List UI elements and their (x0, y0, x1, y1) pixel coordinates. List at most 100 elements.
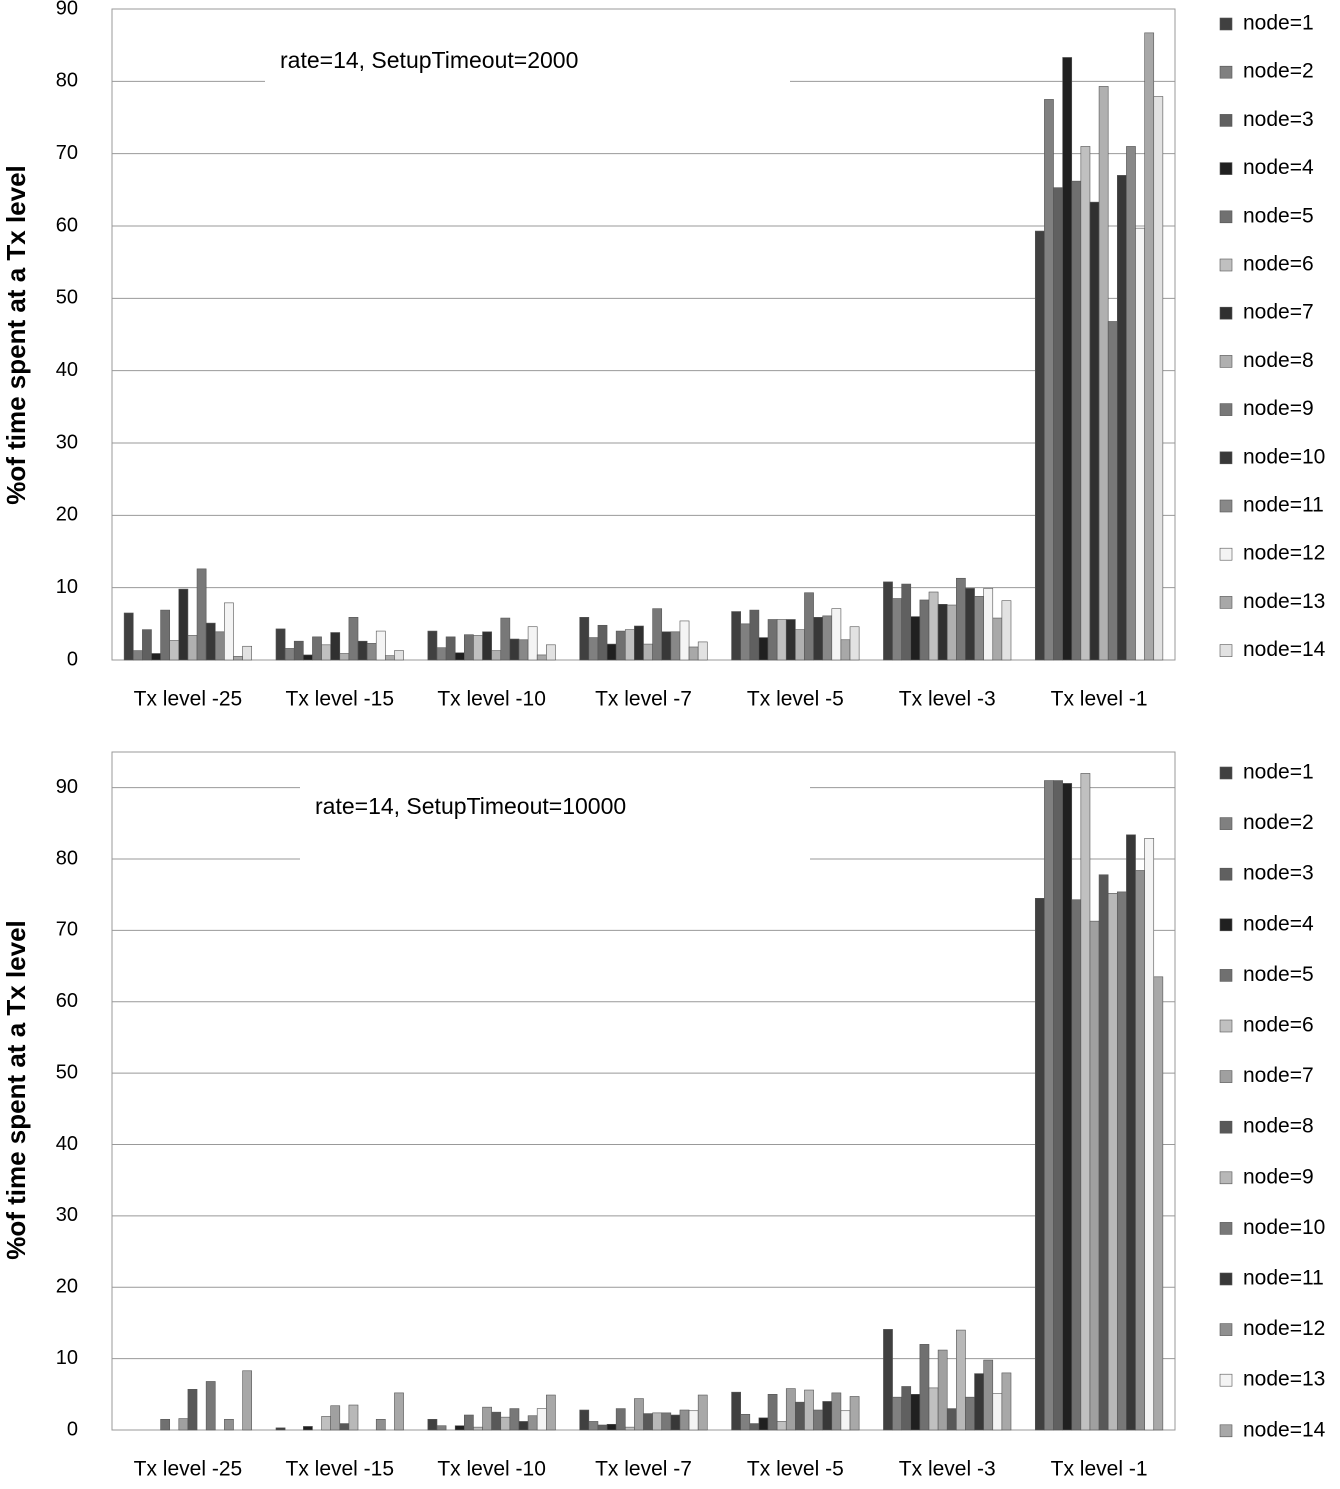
bar (731, 1391, 741, 1431)
bar (758, 637, 769, 661)
legend-swatch (1219, 451, 1233, 465)
bar (491, 1411, 502, 1431)
bar (160, 609, 171, 661)
bar (776, 619, 787, 661)
y-tick-label: 20 (56, 504, 78, 526)
legend-swatch (1219, 1222, 1233, 1235)
bar (688, 1410, 699, 1431)
bar (615, 1408, 626, 1431)
legend-swatch (1219, 547, 1233, 561)
bar (348, 617, 359, 661)
bar (303, 1426, 313, 1431)
legend-label: node=8 (1243, 349, 1314, 372)
legend-swatch (1219, 258, 1233, 272)
bar (652, 608, 663, 661)
legend-swatch (1219, 1272, 1233, 1286)
bar (1071, 180, 1082, 661)
bar (901, 583, 912, 661)
bar (767, 619, 778, 661)
bar (1044, 780, 1054, 1431)
y-tick-label: 40 (56, 1133, 78, 1155)
x-tick-label: Tx level -5 (747, 1458, 844, 1481)
bar (634, 1398, 644, 1431)
legend-swatch (1219, 1070, 1233, 1083)
x-tick-label: Tx level -10 (437, 1458, 546, 1481)
bar (740, 1413, 751, 1431)
bar (546, 1394, 556, 1431)
bar (634, 625, 644, 661)
legend-label: node=11 (1243, 494, 1324, 517)
legend-label: node=14 (1243, 638, 1326, 661)
bar (1126, 146, 1136, 661)
bar (284, 648, 295, 661)
bar (242, 645, 253, 661)
y-tick-label: 70 (56, 919, 78, 941)
x-tick-label: Tx level -3 (899, 1458, 996, 1481)
bar (473, 635, 483, 661)
legend-label: node=13 (1243, 1368, 1325, 1391)
bar (1034, 898, 1045, 1431)
bar (1089, 201, 1100, 661)
bar (992, 1393, 1003, 1431)
bar (919, 1344, 930, 1431)
bar (652, 1412, 663, 1431)
bar (518, 1421, 529, 1431)
bar (375, 1418, 386, 1431)
bar (1034, 230, 1045, 661)
legend-label: node=7 (1243, 1064, 1314, 1087)
bar (224, 1418, 234, 1431)
legend-swatch (1219, 403, 1233, 416)
bar (883, 581, 893, 661)
bar (965, 588, 975, 661)
bar (974, 1373, 984, 1431)
bar (233, 656, 243, 661)
y-tick-label: 10 (56, 576, 78, 598)
bar (169, 640, 180, 661)
y-tick-label: 0 (67, 1418, 78, 1440)
legend-swatch (1219, 867, 1233, 881)
legend-label: node=3 (1243, 108, 1314, 131)
bar (187, 635, 198, 661)
bar (500, 617, 511, 661)
bar (454, 1425, 465, 1431)
bar (579, 617, 590, 661)
bar (831, 608, 842, 661)
legend-swatch (1219, 596, 1233, 609)
legend-swatch (1219, 210, 1233, 224)
bar (910, 1394, 921, 1431)
bar (482, 631, 492, 661)
bar (500, 1416, 511, 1431)
bar (813, 617, 823, 661)
bar (624, 1426, 635, 1431)
bar (482, 1406, 492, 1431)
bar (464, 1414, 474, 1431)
y-tick-label: 90 (56, 776, 78, 798)
bar (749, 609, 760, 661)
bar (919, 599, 930, 661)
bar (624, 629, 635, 661)
bar (643, 643, 653, 661)
bar (1144, 32, 1155, 661)
bar (1080, 146, 1091, 661)
y-tick-label: 80 (56, 70, 78, 92)
bar (321, 1416, 331, 1431)
legend-swatch (1219, 1019, 1233, 1033)
bar (275, 1427, 286, 1431)
bar (436, 1425, 447, 1431)
x-tick-label: Tx level -3 (899, 688, 996, 711)
bar (679, 1409, 690, 1431)
bar (160, 1418, 171, 1431)
legend-swatch (1219, 1424, 1233, 1438)
bar (643, 1413, 653, 1431)
legend-swatch (1219, 969, 1233, 982)
bar (1044, 99, 1054, 661)
bar (1135, 870, 1145, 1431)
annotation: rate=14, SetupTimeout=2000 (280, 47, 578, 73)
y-tick-label: 40 (56, 359, 78, 381)
legend-label: node=4 (1243, 156, 1314, 179)
bar (151, 653, 161, 661)
bar (1080, 773, 1091, 1431)
bar (992, 617, 1003, 661)
legend-label: node=11 (1243, 1267, 1324, 1290)
bar (527, 1415, 538, 1431)
